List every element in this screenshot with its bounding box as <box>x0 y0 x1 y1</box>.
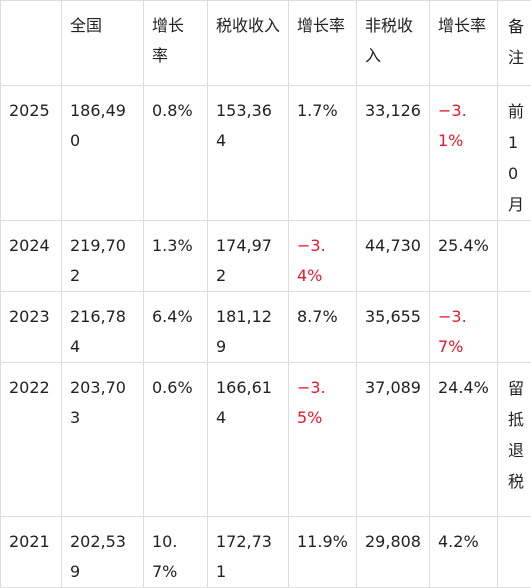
cell-total-growth: 0.6% <box>144 363 208 517</box>
cell-year: 2025 <box>1 86 62 221</box>
table-row: 2021 202,539 10.7% 172,731 11.9% 29,808 … <box>1 517 531 588</box>
header-row: 全国 增长率 税收收入 增长率 非税收入 增长率 备注 <box>1 1 531 86</box>
cell-tax-growth: 8.7% <box>289 292 357 363</box>
cell-year: 2021 <box>1 517 62 588</box>
cell-remark <box>498 292 531 363</box>
header-total-growth: 增长率 <box>144 1 208 86</box>
cell-tax: 172,731 <box>208 517 289 588</box>
header-nontax: 非税收入 <box>357 1 430 86</box>
cell-nontax-growth: −3.1% <box>430 86 498 221</box>
cell-year: 2022 <box>1 363 62 517</box>
cell-remark: 前10月 <box>498 86 531 221</box>
cell-total: 219,702 <box>62 221 144 292</box>
cell-nontax: 35,655 <box>357 292 430 363</box>
cell-nontax: 44,730 <box>357 221 430 292</box>
cell-total-growth: 10.7% <box>144 517 208 588</box>
cell-nontax: 33,126 <box>357 86 430 221</box>
cell-tax-growth: 1.7% <box>289 86 357 221</box>
header-tax-growth: 增长率 <box>289 1 357 86</box>
table-row: 2024 219,702 1.3% 174,972 −3.4% 44,730 2… <box>1 221 531 292</box>
header-total: 全国 <box>62 1 144 86</box>
table-row: 2022 203,703 0.6% 166,614 −3.5% 37,089 2… <box>1 363 531 517</box>
cell-total-growth: 6.4% <box>144 292 208 363</box>
cell-tax: 153,364 <box>208 86 289 221</box>
cell-remark <box>498 221 531 292</box>
cell-nontax: 29,808 <box>357 517 430 588</box>
cell-year: 2024 <box>1 221 62 292</box>
cell-nontax-growth: 4.2% <box>430 517 498 588</box>
cell-total-growth: 0.8% <box>144 86 208 221</box>
cell-tax: 166,614 <box>208 363 289 517</box>
cell-tax-growth: −3.5% <box>289 363 357 517</box>
cell-tax: 181,129 <box>208 292 289 363</box>
header-year <box>1 1 62 86</box>
header-nontax-growth: 增长率 <box>430 1 498 86</box>
cell-remark <box>498 517 531 588</box>
cell-total: 186,490 <box>62 86 144 221</box>
cell-year: 2023 <box>1 292 62 363</box>
cell-total: 216,784 <box>62 292 144 363</box>
table-row: 2025 186,490 0.8% 153,364 1.7% 33,126 −3… <box>1 86 531 221</box>
header-remark: 备注 <box>498 1 531 86</box>
cell-tax: 174,972 <box>208 221 289 292</box>
cell-tax-growth: −3.4% <box>289 221 357 292</box>
cell-nontax-growth: 24.4% <box>430 363 498 517</box>
cell-nontax: 37,089 <box>357 363 430 517</box>
cell-total-growth: 1.3% <box>144 221 208 292</box>
cell-remark: 留抵退税 <box>498 363 531 517</box>
cell-nontax-growth: −3.7% <box>430 292 498 363</box>
cell-nontax-growth: 25.4% <box>430 221 498 292</box>
cell-total: 203,703 <box>62 363 144 517</box>
table-row: 2023 216,784 6.4% 181,129 8.7% 35,655 −3… <box>1 292 531 363</box>
header-tax: 税收收入 <box>208 1 289 86</box>
cell-tax-growth: 11.9% <box>289 517 357 588</box>
cell-total: 202,539 <box>62 517 144 588</box>
